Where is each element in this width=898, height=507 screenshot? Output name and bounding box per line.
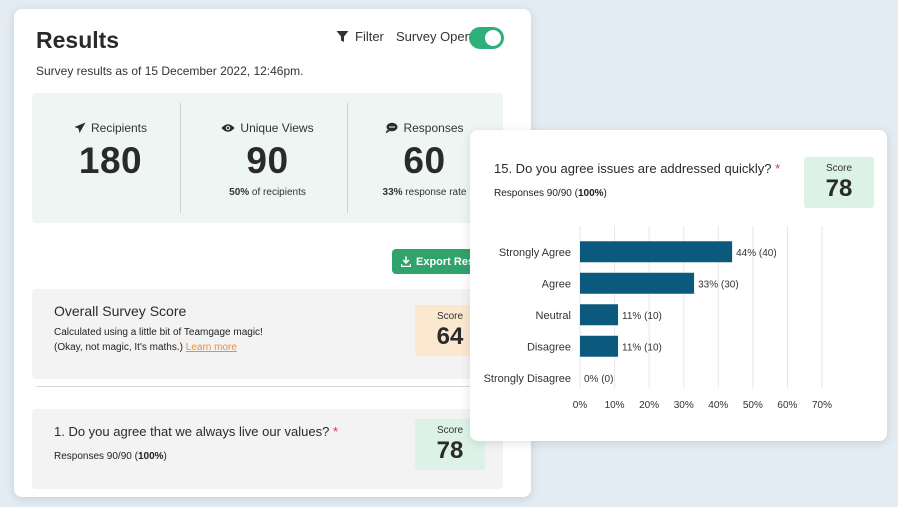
stat-label: Unique Views xyxy=(240,121,314,135)
stat-responses: Responses 60 33% response rate xyxy=(346,93,503,223)
overall-desc-line2-wrap: (Okay, not magic, It's maths.) Learn mor… xyxy=(54,340,263,355)
filter-label: Filter xyxy=(355,29,384,44)
x-tick-label: 40% xyxy=(708,400,728,411)
stat-sub: 50% of recipients xyxy=(189,187,346,198)
required-star: * xyxy=(775,161,781,176)
survey-open-label: Survey Open xyxy=(396,29,472,44)
section-divider xyxy=(36,386,497,387)
stats-panel: Recipients 180 Unique Views 90 50% of re… xyxy=(32,93,503,223)
page-title: Results xyxy=(36,27,120,53)
category-label: Disagree xyxy=(527,341,571,353)
bar xyxy=(580,241,733,263)
results-subtitle: Survey results as of 15 December 2022, 1… xyxy=(36,64,304,78)
bar xyxy=(580,304,619,326)
responses-suffix: ) xyxy=(163,451,167,462)
paper-plane-icon xyxy=(74,122,86,133)
stat-value: 180 xyxy=(78,140,143,181)
x-tick-label: 20% xyxy=(639,400,659,411)
stat-label: Responses xyxy=(403,121,464,135)
score-label: Score xyxy=(825,163,853,174)
stat-recipients: Recipients 180 xyxy=(32,93,189,223)
data-label: 11% (10) xyxy=(622,342,662,353)
x-tick-label: 10% xyxy=(605,400,625,411)
stat-value: 90 xyxy=(246,140,289,181)
data-label: 11% (10) xyxy=(622,311,662,322)
stat-divider xyxy=(347,103,348,213)
required-star: * xyxy=(332,424,339,439)
question-15-card: 0% 10% 20% 30% 40% 50% 60% 70% Strongly Agree 44%… xyxy=(470,130,887,441)
filter-button[interactable]: Filter xyxy=(336,29,384,44)
overall-description: Calculated using a little bit of Teamgag… xyxy=(54,325,263,355)
category-label: Strongly Disagree xyxy=(484,373,571,385)
category-label: Strongly Agree xyxy=(499,247,571,259)
bar xyxy=(580,335,619,357)
category-label: Neutral xyxy=(536,310,571,322)
responses-prefix: Responses 90/90 ( xyxy=(494,188,578,199)
responses-percent: 100% xyxy=(577,188,604,199)
speech-bubble-icon xyxy=(385,122,398,134)
score-label: Score xyxy=(436,425,464,436)
results-card: Results Filter Survey Open Survey result… xyxy=(14,9,531,497)
question-1-text: 1. Do you agree that we always live our … xyxy=(54,424,330,439)
question-15-text: 15. Do you agree issues are addressed qu… xyxy=(494,161,772,176)
learn-more-link[interactable]: Learn more xyxy=(185,342,237,353)
responses-prefix: Responses 90/90 ( xyxy=(54,451,138,462)
question-15-title: 15. Do you agree issues are addressed qu… xyxy=(494,161,780,176)
survey-open-toggle[interactable] xyxy=(469,27,504,49)
responses-percent: 100% xyxy=(137,451,164,462)
question-15-chart: 0% 10% 20% 30% 40% 50% 60% 70% Strongly Agree 44%… xyxy=(484,226,832,411)
stat-sub-bold: 50% xyxy=(229,187,250,198)
data-label: 0% (0) xyxy=(584,374,613,385)
responses-suffix: ) xyxy=(603,188,607,199)
filter-icon xyxy=(336,31,349,42)
overall-title: Overall Survey Score xyxy=(54,303,187,319)
stat-sub-bold: 33% xyxy=(382,187,403,198)
stat-unique-views: Unique Views 90 50% of recipients xyxy=(189,93,346,223)
x-tick-label: 30% xyxy=(674,400,694,411)
x-tick-label: 70% xyxy=(812,400,832,411)
bar xyxy=(580,272,695,294)
category-label: Agree xyxy=(542,278,571,290)
question-1-responses: Responses 90/90 (100%) xyxy=(54,451,167,462)
score-value: 78 xyxy=(436,437,464,464)
overall-desc-line2: (Okay, not magic, It's maths.) xyxy=(54,342,183,353)
x-tick-label: 50% xyxy=(743,400,763,411)
data-label: 33% (30) xyxy=(698,279,739,290)
stat-divider xyxy=(180,103,181,213)
score-value: 64 xyxy=(436,323,464,350)
question-1-title: 1. Do you agree that we always live our … xyxy=(54,424,338,439)
data-label: 44% (40) xyxy=(736,248,777,259)
stat-value: 60 xyxy=(403,140,446,181)
score-label: Score xyxy=(436,311,464,322)
question-15-responses: Responses 90/90 (100%) xyxy=(494,188,607,199)
question-15-score-badge: Score 78 xyxy=(804,157,874,208)
stat-sub: 33% response rate xyxy=(346,187,503,198)
x-tick-label: 0% xyxy=(573,400,588,411)
download-icon xyxy=(401,256,411,267)
overall-score-panel: Overall Survey Score Calculated using a … xyxy=(32,289,503,379)
stat-label: Recipients xyxy=(90,121,148,135)
score-value: 78 xyxy=(825,175,853,202)
stat-sub-text: response rate xyxy=(402,187,467,198)
question-1-panel: 1. Do you agree that we always live our … xyxy=(32,409,503,489)
overall-desc-line1: Calculated using a little bit of Teamgag… xyxy=(54,327,263,338)
x-tick-label: 60% xyxy=(777,400,797,411)
stat-sub-text: of recipients xyxy=(249,187,306,198)
eye-icon xyxy=(221,124,235,132)
